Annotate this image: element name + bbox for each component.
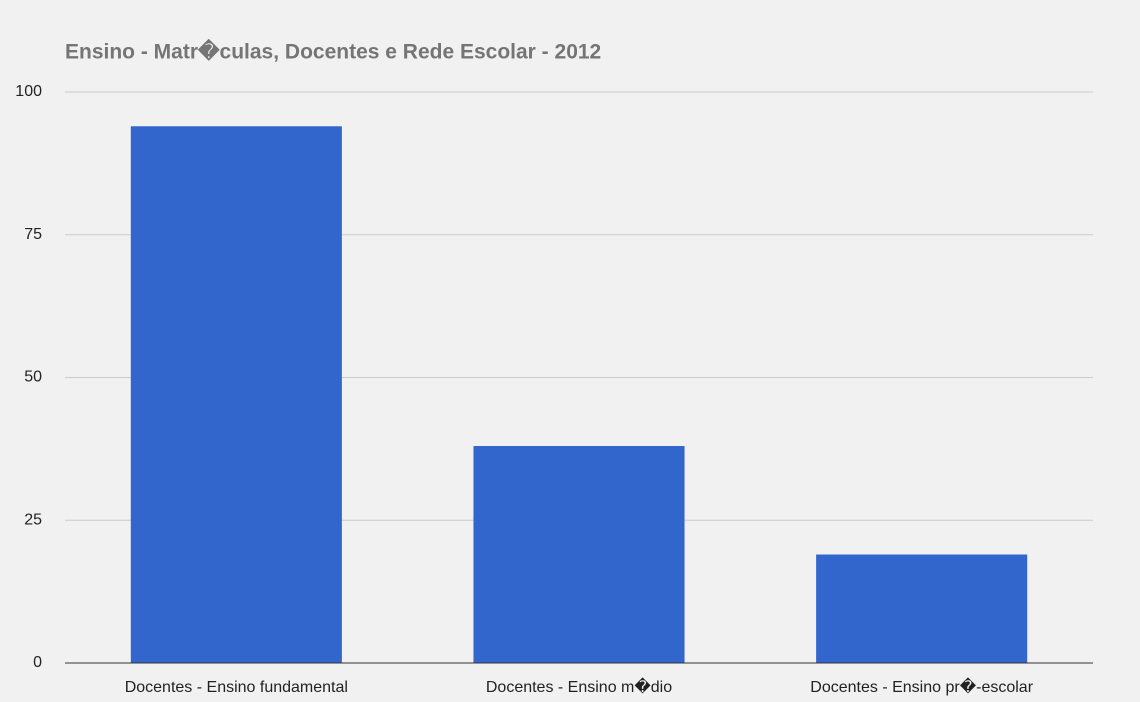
bar — [130, 126, 342, 663]
y-tick-label: 75 — [24, 226, 42, 243]
x-tick-label: Docentes - Ensino m�dio — [486, 677, 672, 696]
y-tick-label: 0 — [33, 654, 42, 671]
chart-title: Ensino - Matr�culas, Docentes e Rede Esc… — [65, 39, 601, 64]
bar — [473, 446, 685, 663]
y-tick-label: 25 — [24, 511, 42, 528]
x-tick-label: Docentes - Ensino fundamental — [125, 679, 348, 696]
bar — [816, 554, 1028, 663]
x-tick-label: Docentes - Ensino pr�-escolar — [810, 677, 1033, 696]
y-tick-label: 100 — [15, 83, 42, 100]
y-tick-label: 50 — [24, 369, 42, 386]
